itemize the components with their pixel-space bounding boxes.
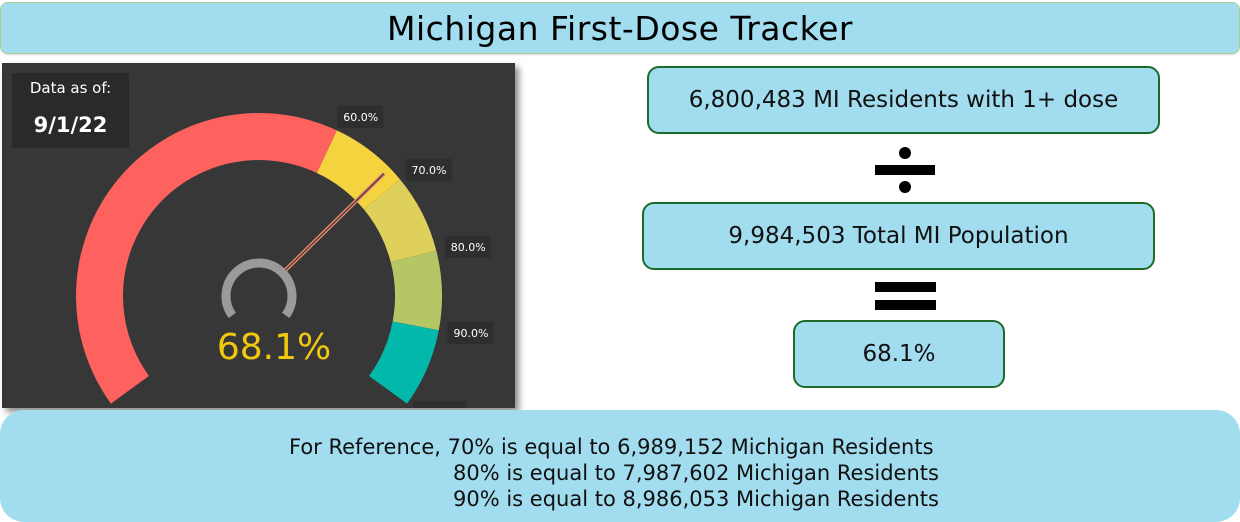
reference-line-80: 80% is equal to 7,987,602 Michigan Resid… [453,461,939,485]
gauge-tick-bg-3 [444,235,491,258]
gauge-tick-label-5: 100.0% [419,406,461,408]
gauge-band-3 [390,250,443,331]
gauge-band-2 [363,179,437,263]
gauge-band-4 [369,321,439,404]
gauge-band-1 [316,130,401,210]
reference-line-70: For Reference, 70% is equal to 6,989,152… [289,435,934,459]
gauge-tick-label-2: 70.0% [412,164,447,177]
title-banner: Michigan First-Dose Tracker [0,2,1240,54]
date-card: Data as of: 9/1/22 [12,73,129,148]
gauge-tick-label-1: 60.0% [343,111,378,124]
numerator-box: 6,800,483 MI Residents with 1+ dose [647,66,1160,134]
equals-icon [875,282,936,310]
gauge-needle-core [285,173,385,271]
gauge-tick-bg-2 [405,158,452,181]
gauge-tick-bg-1 [337,105,384,128]
gauge-tick-bg-4 [447,322,494,345]
denominator-text: 9,984,503 Total MI Population [728,223,1069,249]
denominator-box: 9,984,503 Total MI Population [642,202,1155,270]
reference-line-90: 90% is equal to 8,986,053 Michigan Resid… [453,487,939,511]
gauge-value-label: 68.1% [217,327,331,368]
divide-icon [875,147,935,193]
page-title: Michigan First-Dose Tracker [387,8,853,48]
gauge-tick-label-3: 80.0% [451,241,486,254]
gauge-band-0 [76,113,337,404]
gauge-tick-label-4: 90.0% [453,327,488,340]
gauge-chart: 0.0%60.0%70.0%80.0%90.0%100.0%68.1% [76,105,494,408]
date-label: Data as of: [29,79,112,97]
gauge-hub [221,258,297,319]
gauge-panel: 0.0%60.0%70.0%80.0%90.0%100.0%68.1% Data… [2,63,515,408]
result-box: 68.1% [793,320,1005,388]
result-text: 68.1% [862,341,936,367]
date-value: 9/1/22 [33,113,108,137]
reference-panel: For Reference, 70% is equal to 6,989,152… [0,410,1240,522]
numerator-text: 6,800,483 MI Residents with 1+ dose [688,87,1119,113]
gauge-tick-bg-5 [413,401,467,408]
